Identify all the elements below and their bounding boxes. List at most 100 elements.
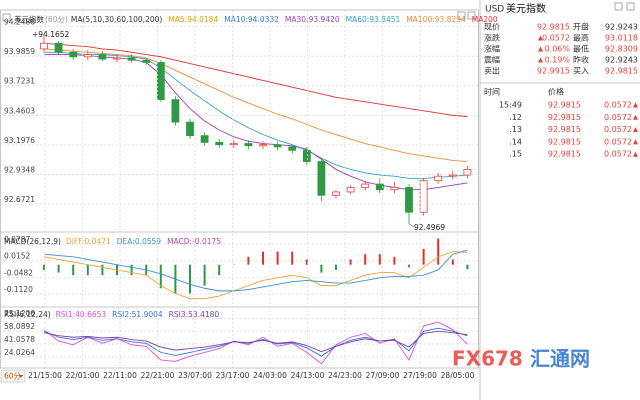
candle-body — [448, 174, 457, 177]
macd-bar — [159, 264, 162, 289]
quote-label: 涨幅 — [484, 44, 500, 54]
period-selector[interactable] — [0, 369, 26, 383]
tick-price: 92.9815 — [548, 125, 581, 134]
candle-body — [54, 42, 63, 53]
annotation: 92.4969 — [414, 223, 445, 232]
x-tick-label: 28/05:00 — [441, 371, 475, 380]
candle-body — [156, 62, 165, 101]
macd-bar — [43, 264, 45, 270]
macd-bar — [291, 251, 294, 265]
panel-title: RSI(6,12,24) — [4, 310, 51, 319]
macd-bar — [130, 264, 133, 276]
x-tick-label: 22/21:00 — [141, 371, 175, 380]
candle-body — [346, 187, 355, 193]
instrument-name: 美元指数 — [506, 2, 546, 15]
macd-bar — [349, 259, 352, 265]
quote-value: 92.9243 — [605, 23, 638, 32]
indicator-line — [43, 48, 468, 162]
indicator-line — [44, 51, 468, 179]
quote-label: 最高 — [573, 33, 589, 43]
quote-label: 现价 — [484, 23, 500, 32]
indicator-line — [43, 42, 468, 117]
tick-time: .15 — [509, 150, 522, 159]
candle-body — [69, 51, 78, 58]
x-tick-label: 22/01:00 — [66, 371, 100, 380]
chart-frame — [0, 9, 479, 369]
candle-body — [375, 183, 384, 191]
y-tick-label: 93.7231 — [4, 77, 35, 86]
candle-body — [98, 54, 107, 60]
up-arrow — [633, 114, 638, 120]
ticks-header: 时间 — [484, 87, 500, 97]
macd-bar — [408, 264, 410, 268]
macd-bar — [437, 238, 440, 265]
x-tick-label: 24/23:00 — [328, 371, 362, 380]
panel-close-icon[interactable] — [626, 2, 635, 11]
y-tick-label: 0.0152 — [4, 252, 30, 261]
macd-bar — [466, 264, 469, 270]
quote-value: 0.0572 — [542, 34, 570, 43]
panel-subtitle: (60分) — [45, 15, 68, 24]
legend-item: MA200 — [472, 15, 498, 24]
quote-label: 昨收 — [573, 55, 589, 65]
legend-item: RSI3:53.4180 — [169, 310, 220, 319]
period-label[interactable]: 60分 — [4, 372, 22, 381]
candle-body — [83, 54, 92, 58]
candle-body — [40, 42, 48, 50]
y-tick-label: 58.0892 — [4, 322, 35, 331]
macd-bar — [101, 264, 104, 276]
quote-label: 买入 — [573, 67, 589, 76]
x-tick-label: 23/07:00 — [178, 371, 212, 380]
close-icon[interactable] — [467, 11, 476, 20]
annotation: +94.1652 — [32, 30, 70, 39]
quote-value: 92.9915 — [537, 67, 570, 76]
quote-label: 震幅 — [484, 55, 500, 65]
macd-bar — [72, 264, 75, 276]
y-tick-label: 94.2486 — [4, 18, 35, 27]
y-tick-label: 92.9348 — [4, 166, 35, 175]
up-arrow — [538, 57, 543, 63]
macd-bar — [57, 264, 60, 273]
candle-body — [215, 141, 224, 146]
up-arrow — [633, 139, 638, 145]
quote-value: 0.06% — [545, 45, 571, 54]
candle-body — [244, 143, 253, 147]
candle-body — [288, 146, 297, 151]
candle-body — [361, 183, 370, 188]
settings-icon[interactable] — [457, 11, 466, 20]
y-tick-label: 93.9859 — [4, 47, 35, 56]
quote-label: 最低 — [573, 44, 589, 54]
macd-bar — [86, 264, 89, 276]
macd-bar — [262, 251, 264, 265]
indicator-label: MA(5,10,30,60,100,200) — [71, 15, 162, 24]
x-tick-label: 27/09:00 — [366, 371, 400, 380]
candle-body — [259, 144, 267, 147]
y-tick-label: -0.0482 — [4, 268, 33, 277]
candle-body — [419, 180, 428, 213]
tick-change: 0.0572 — [604, 101, 632, 110]
legend-item: MACD:-0.0175 — [167, 237, 221, 246]
tick-change: 0.0572 — [604, 150, 632, 159]
dropdown-arrow — [19, 375, 23, 378]
x-tick-label: 21/15:00 — [28, 371, 62, 380]
legend-item: RSI2:51.9004 — [112, 310, 163, 319]
y-tick-label: -0.1120 — [4, 285, 33, 294]
tick-price: 92.9815 — [548, 101, 581, 110]
symbol: USD — [485, 5, 504, 15]
menu-icon[interactable] — [2, 13, 11, 22]
ticks-header: 价格 — [548, 87, 564, 97]
candle-body — [273, 144, 282, 148]
quote-label: 开盘 — [573, 22, 589, 32]
y-tick-label: 24.0264 — [4, 348, 35, 357]
tick-change: 0.0572 — [604, 113, 632, 122]
x-tick-label: 23/17:00 — [216, 371, 250, 380]
up-arrow — [633, 127, 638, 133]
legend-item: RSI1:40.6653 — [56, 310, 107, 319]
y-tick-label: 0.0787 — [4, 235, 30, 244]
legend-item: MA10:94.0332 — [224, 15, 279, 24]
watermark: 汇通网 — [530, 347, 590, 371]
indicator-line — [43, 251, 468, 300]
indicator-line — [43, 330, 468, 353]
panel-icon[interactable] — [614, 2, 623, 11]
